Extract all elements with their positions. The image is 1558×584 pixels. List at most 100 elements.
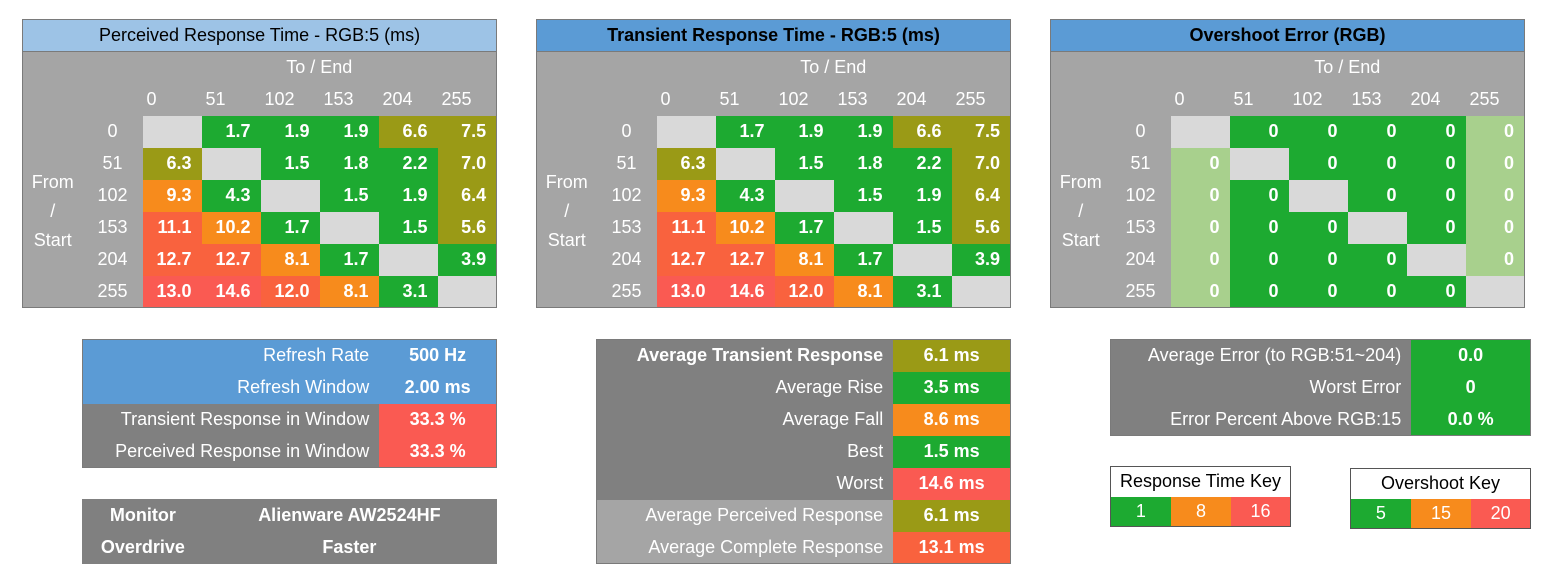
diagonal-cell: [774, 179, 834, 212]
monitor-info-table: Monitor Alienware AW2524HF Overdrive Fas…: [82, 499, 497, 564]
response-time-key: Response Time Key 1 8 16: [1110, 466, 1291, 527]
from-start-line: Start: [33, 229, 72, 250]
from-level-header: 51: [596, 147, 657, 180]
response-key-title: Response Time Key: [1110, 466, 1291, 497]
overshoot-key-value: 20: [1471, 498, 1531, 529]
from-level-header: 255: [82, 275, 143, 308]
matrix-value-cell: 0: [1347, 147, 1407, 180]
from-start-line: /: [50, 200, 56, 221]
diagonal-cell: [892, 243, 952, 276]
matrix-value-cell: 0: [1229, 243, 1289, 276]
to-end-header: To / End: [142, 51, 497, 84]
matrix-value-cell: 0: [1347, 275, 1407, 308]
matrix-value-cell: 0: [1229, 179, 1289, 212]
matrix-value-cell: 4.3: [715, 179, 775, 212]
from-start-line: Start: [1061, 229, 1100, 250]
to-level-header: 51: [201, 83, 261, 116]
matrix-value-cell: 8.1: [319, 275, 379, 308]
worst-error-value: 0: [1411, 371, 1531, 404]
matrix-value-cell: 10.2: [201, 211, 261, 244]
matrix-value-cell: 12.7: [142, 243, 202, 276]
refresh-window-value: 2.00 ms: [379, 371, 497, 404]
diagonal-cell: [319, 211, 379, 244]
matrix-value-cell: 1.9: [378, 179, 438, 212]
matrix-value-cell: 1.7: [201, 115, 261, 148]
matrix-value-cell: 8.1: [833, 275, 893, 308]
matrix-value-cell: 1.5: [378, 211, 438, 244]
diagonal-cell: [378, 243, 438, 276]
diagonal-cell: [437, 275, 497, 308]
matrix-value-cell: 1.8: [319, 147, 379, 180]
matrix-value-cell: 0: [1406, 275, 1466, 308]
matrix-value-cell: 14.6: [201, 275, 261, 308]
matrix-value-cell: 12.0: [260, 275, 320, 308]
monitor-value: Alienware AW2524HF: [202, 499, 497, 532]
matrix-value-cell: 6.6: [892, 115, 952, 148]
matrix-value-cell: 6.4: [951, 179, 1011, 212]
to-level-header: 255: [1465, 83, 1525, 116]
matrix-value-cell: 0: [1465, 179, 1525, 212]
overshoot-error-matrix: Overshoot Error (RGB) To / End 0 51 102 153…: [1050, 19, 1526, 308]
matrix-value-cell: 1.9: [833, 115, 893, 148]
matrix-value-cell: 1.5: [260, 147, 320, 180]
from-level-header: 51: [82, 147, 143, 180]
matrix-value-cell: 0: [1406, 179, 1466, 212]
matrix-value-cell: 7.0: [437, 147, 497, 180]
error-percent-value: 0.0 %: [1411, 403, 1531, 436]
worst-error-label: Worst Error: [1110, 371, 1412, 404]
matrix-value-cell: 1.9: [774, 115, 834, 148]
avg-error-label: Average Error (to RGB:51~204): [1110, 339, 1412, 372]
matrix-value-cell: 13.0: [656, 275, 716, 308]
avg-rise-value: 3.5 ms: [893, 371, 1011, 404]
matrix-value-cell: 0: [1406, 115, 1466, 148]
matrix-value-cell: 5.6: [437, 211, 497, 244]
to-level-header: 153: [319, 83, 379, 116]
matrix-value-cell: 3.9: [951, 243, 1011, 276]
matrix-value-cell: 1.5: [833, 179, 893, 212]
diagonal-cell: [1170, 115, 1230, 148]
matrix-value-cell: 0: [1465, 243, 1525, 276]
to-level-header: 204: [892, 83, 952, 116]
avg-fall-label: Average Fall: [596, 403, 894, 436]
matrix-value-cell: 0: [1465, 211, 1525, 244]
matrix-value-cell: 7.5: [437, 115, 497, 148]
error-percent-label: Error Percent Above RGB:15: [1110, 403, 1412, 436]
matrix-value-cell: 1.7: [260, 211, 320, 244]
overshoot-key-title: Overshoot Key: [1350, 468, 1531, 499]
transient-in-window-value: 33.3 %: [379, 403, 497, 436]
matrix-value-cell: 1.5: [774, 147, 834, 180]
matrix-value-cell: 0: [1229, 115, 1289, 148]
response-key-value: 1: [1110, 496, 1171, 527]
transient-in-window-label: Transient Response in Window: [82, 403, 380, 436]
diagonal-cell: [1465, 275, 1525, 308]
matrix-value-cell: 0: [1465, 147, 1525, 180]
to-level-header: 255: [437, 83, 497, 116]
best-value: 1.5 ms: [893, 435, 1011, 468]
from-start-line: /: [564, 200, 570, 221]
to-level-header: 204: [1406, 83, 1466, 116]
matrix-value-cell: 3.9: [437, 243, 497, 276]
to-level-header: 0: [1170, 83, 1230, 116]
to-level-header: 153: [833, 83, 893, 116]
from-level-header: 0: [1110, 115, 1171, 148]
from-level-header: 0: [596, 115, 657, 148]
matrix-value-cell: 0: [1347, 115, 1407, 148]
diagonal-cell: [201, 147, 261, 180]
matrix-value-cell: 12.7: [656, 243, 716, 276]
matrix-value-cell: 1.8: [833, 147, 893, 180]
from-level-header: 204: [1110, 243, 1171, 276]
matrix-value-cell: 6.3: [656, 147, 716, 180]
best-label: Best: [596, 435, 894, 468]
from-start-line: From: [1059, 171, 1102, 192]
matrix-value-cell: 0: [1288, 211, 1348, 244]
matrix-value-cell: 4.3: [201, 179, 261, 212]
matrix-value-cell: 9.3: [656, 179, 716, 212]
matrix-value-cell: 0: [1170, 147, 1230, 180]
matrix-value-cell: 6.4: [437, 179, 497, 212]
from-start-line: /: [1078, 200, 1084, 221]
corner-cell: [22, 51, 143, 116]
refresh-window-label: Refresh Window: [82, 371, 380, 404]
matrix-value-cell: 6.6: [378, 115, 438, 148]
matrix-value-cell: 8.1: [774, 243, 834, 276]
matrix-value-cell: 0: [1406, 147, 1466, 180]
